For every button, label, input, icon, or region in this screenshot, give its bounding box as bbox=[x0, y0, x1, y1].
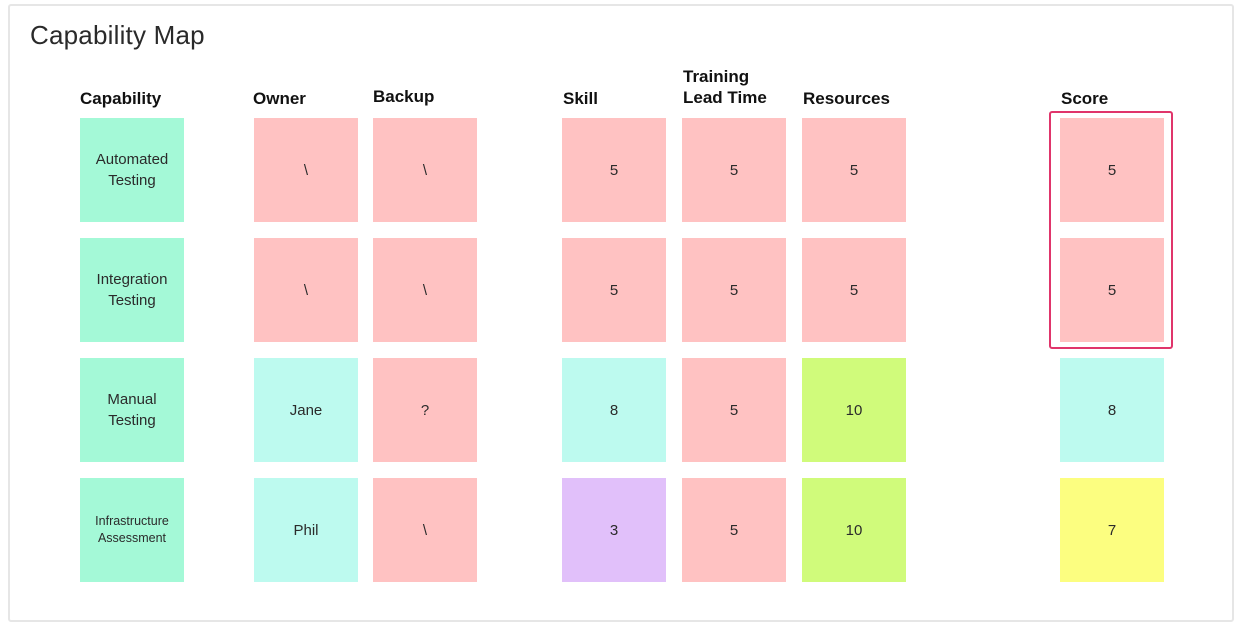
sticky-note-skill[interactable]: 5 bbox=[562, 238, 666, 342]
header-resources: Resources bbox=[803, 89, 890, 108]
sticky-note-capability[interactable]: Integration Testing bbox=[80, 238, 184, 342]
header-training-lead-time: Training Lead Time bbox=[683, 67, 767, 107]
sticky-note-training[interactable]: 5 bbox=[682, 118, 786, 222]
sticky-note-score[interactable]: 5 bbox=[1060, 238, 1164, 342]
sticky-note-training[interactable]: 5 bbox=[682, 358, 786, 462]
sticky-note-training[interactable]: 5 bbox=[682, 478, 786, 582]
header-skill: Skill bbox=[563, 89, 598, 108]
sticky-note-skill[interactable]: 3 bbox=[562, 478, 666, 582]
sticky-note-skill[interactable]: 8 bbox=[562, 358, 666, 462]
sticky-note-owner[interactable]: \ bbox=[254, 238, 358, 342]
sticky-note-backup[interactable]: \ bbox=[373, 118, 477, 222]
sticky-note-resources[interactable]: 5 bbox=[802, 118, 906, 222]
sticky-note-skill[interactable]: 5 bbox=[562, 118, 666, 222]
header-backup: Backup bbox=[373, 87, 435, 106]
sticky-note-score[interactable]: 8 bbox=[1060, 358, 1164, 462]
header-capability: Capability bbox=[80, 89, 162, 108]
sticky-note-score[interactable]: 5 bbox=[1060, 118, 1164, 222]
board-title: Capability Map bbox=[30, 20, 205, 50]
sticky-note-capability[interactable]: Automated Testing bbox=[80, 118, 184, 222]
sticky-note-owner[interactable]: \ bbox=[254, 118, 358, 222]
score-highlight-frame bbox=[1049, 111, 1173, 349]
sticky-note-backup[interactable]: ? bbox=[373, 358, 477, 462]
sticky-note-backup[interactable]: \ bbox=[373, 478, 477, 582]
header-owner: Owner bbox=[253, 89, 306, 108]
sticky-note-training[interactable]: 5 bbox=[682, 238, 786, 342]
sticky-note-score[interactable]: 7 bbox=[1060, 478, 1164, 582]
sticky-note-owner[interactable]: Phil bbox=[254, 478, 358, 582]
sticky-note-capability[interactable]: Manual Testing bbox=[80, 358, 184, 462]
header-score: Score bbox=[1061, 89, 1109, 108]
sticky-note-owner[interactable]: Jane bbox=[254, 358, 358, 462]
sticky-note-backup[interactable]: \ bbox=[373, 238, 477, 342]
sticky-note-resources[interactable]: 10 bbox=[802, 358, 906, 462]
sticky-note-capability[interactable]: Infrastructure Assessment bbox=[80, 478, 184, 582]
sticky-note-resources[interactable]: 5 bbox=[802, 238, 906, 342]
sticky-note-resources[interactable]: 10 bbox=[802, 478, 906, 582]
